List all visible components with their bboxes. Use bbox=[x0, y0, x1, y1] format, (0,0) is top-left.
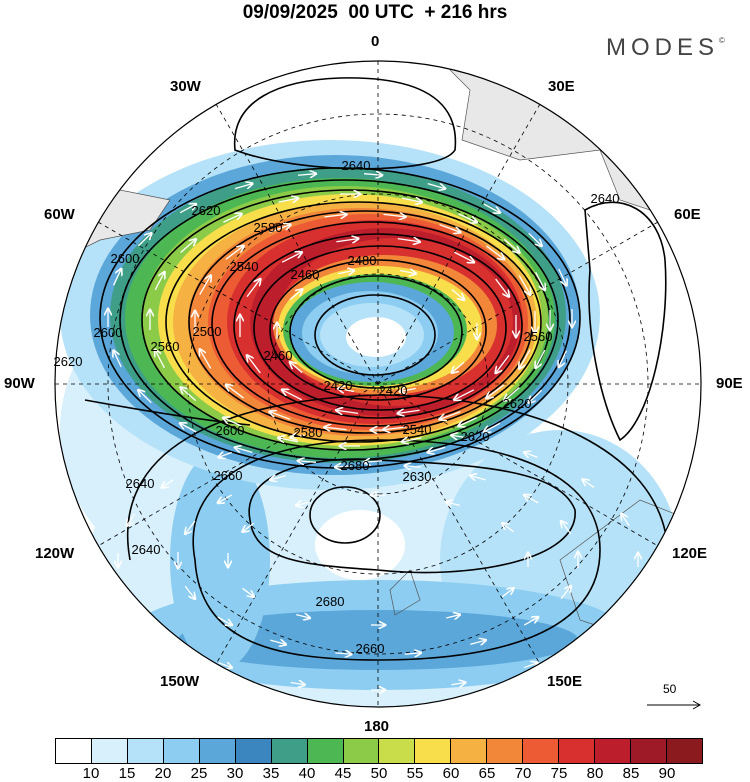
contour-label: 2500 bbox=[193, 324, 222, 339]
graticule bbox=[55, 61, 701, 707]
lon-label-60w: 60W bbox=[44, 206, 75, 223]
contour-label: 2460 bbox=[264, 348, 293, 363]
colorbar-swatch bbox=[90, 739, 127, 763]
colorbar-swatch bbox=[198, 739, 235, 763]
colorbar-swatch bbox=[558, 739, 595, 763]
colorbar-tick-label: 25 bbox=[190, 765, 208, 782]
contour-label: 2640 bbox=[126, 476, 155, 491]
lon-label-150e: 150E bbox=[547, 673, 583, 690]
contour-label: 2560 bbox=[151, 339, 180, 354]
reference-vector-label: 50 bbox=[663, 682, 677, 696]
colorbar-swatch bbox=[162, 739, 199, 763]
colorbar-tick-label: 65 bbox=[478, 765, 496, 782]
colorbar-swatch bbox=[665, 739, 702, 763]
contour-label: 2460 bbox=[291, 267, 320, 282]
brand-logo: MODES© bbox=[606, 34, 725, 62]
colorbar-tick-label: 55 bbox=[406, 765, 424, 782]
map-border bbox=[54, 60, 702, 708]
colorbar-tick-label: 90 bbox=[658, 765, 676, 782]
brand-name: MODES bbox=[606, 34, 720, 61]
height-contours bbox=[84, 77, 669, 661]
lon-label-120w: 120W bbox=[35, 545, 75, 562]
lon-label-150w: 150W bbox=[160, 673, 200, 690]
reference-vector: 50 bbox=[643, 682, 703, 718]
colorbar-swatch bbox=[234, 739, 271, 763]
lon-label-90e: 90E bbox=[716, 375, 743, 392]
colorbar-tick-label: 80 bbox=[586, 765, 604, 782]
colorbar-tick-label: 45 bbox=[334, 765, 352, 782]
colorbar-tick-label: 15 bbox=[118, 765, 136, 782]
contour-label: 2580 bbox=[254, 220, 283, 235]
colorbar-swatch bbox=[522, 739, 559, 763]
contour-label: 2630 bbox=[403, 469, 432, 484]
contour-label: 2620 bbox=[54, 354, 83, 369]
lon-label-60e: 60E bbox=[674, 206, 701, 223]
colorbar-swatch bbox=[630, 739, 666, 763]
contour-label: 2600 bbox=[216, 423, 245, 438]
colorbar-tick-label: 35 bbox=[262, 765, 280, 782]
colorbar-tick-label: 50 bbox=[370, 765, 388, 782]
colorbar-swatch bbox=[270, 739, 307, 763]
colorbar-swatch bbox=[378, 739, 415, 763]
contour-label: 2620 bbox=[461, 429, 490, 444]
colorbar-tick-label: 30 bbox=[226, 765, 244, 782]
lon-label-0: 0 bbox=[371, 33, 380, 50]
contour-label: 2580 bbox=[294, 425, 323, 440]
colorbar-swatch bbox=[306, 739, 343, 763]
contour-label: 2640 bbox=[132, 542, 161, 557]
contour-label: 2600 bbox=[111, 251, 140, 266]
colorbar-swatch bbox=[414, 739, 451, 763]
colorbar-tick-label: 10 bbox=[82, 765, 100, 782]
lon-label-180: 180 bbox=[364, 718, 390, 735]
colorbar-tick-label: 70 bbox=[514, 765, 532, 782]
contour-label: 2420 bbox=[324, 378, 353, 393]
colorbar-swatch bbox=[342, 739, 379, 763]
colorbar-tick-label: 75 bbox=[550, 765, 568, 782]
contour-label: 2660 bbox=[214, 468, 243, 483]
contour-label: 2540 bbox=[230, 259, 259, 274]
colorbar-tick-label: 40 bbox=[298, 765, 316, 782]
lon-label-30w: 30W bbox=[170, 78, 201, 95]
colorbar-swatch bbox=[56, 739, 91, 763]
reference-arrow-icon bbox=[647, 700, 702, 710]
colorbar bbox=[55, 738, 703, 764]
contour-label: 2480 bbox=[348, 253, 377, 268]
colorbar-swatch bbox=[486, 739, 523, 763]
contour-label: 2620 bbox=[503, 396, 532, 411]
contour-label: 2560 bbox=[524, 329, 553, 344]
contour-label: 2620 bbox=[192, 203, 221, 218]
brand-copyright: © bbox=[719, 36, 725, 45]
colorbar-swatch bbox=[126, 739, 163, 763]
colorbar-swatch bbox=[450, 739, 487, 763]
lon-label-90w: 90W bbox=[4, 375, 35, 392]
colorbar-tick-label: 85 bbox=[622, 765, 640, 782]
contour-label: 2600 bbox=[94, 325, 123, 340]
colorbar-tick-label: 60 bbox=[442, 765, 460, 782]
contour-label: 2680 bbox=[341, 458, 370, 473]
lon-label-30e: 30E bbox=[548, 78, 575, 95]
contour-labels: 2640 2620 2580 2480 2600 2540 2460 2560 2500 2600… bbox=[54, 158, 620, 656]
contour-label: 2640 bbox=[342, 158, 371, 173]
contour-label: 2680 bbox=[316, 594, 345, 609]
colorbar-tick-label: 20 bbox=[154, 765, 172, 782]
contour-label: 2660 bbox=[356, 641, 385, 656]
contour-label: 2540 bbox=[403, 422, 432, 437]
contour-label: 2640 bbox=[591, 191, 620, 206]
map-title: 09/09/2025 00 UTC + 216 hrs bbox=[242, 2, 508, 23]
lon-label-120e: 120E bbox=[672, 545, 708, 562]
colorbar-swatch bbox=[594, 739, 630, 763]
contour-label: 2420 bbox=[379, 383, 408, 398]
